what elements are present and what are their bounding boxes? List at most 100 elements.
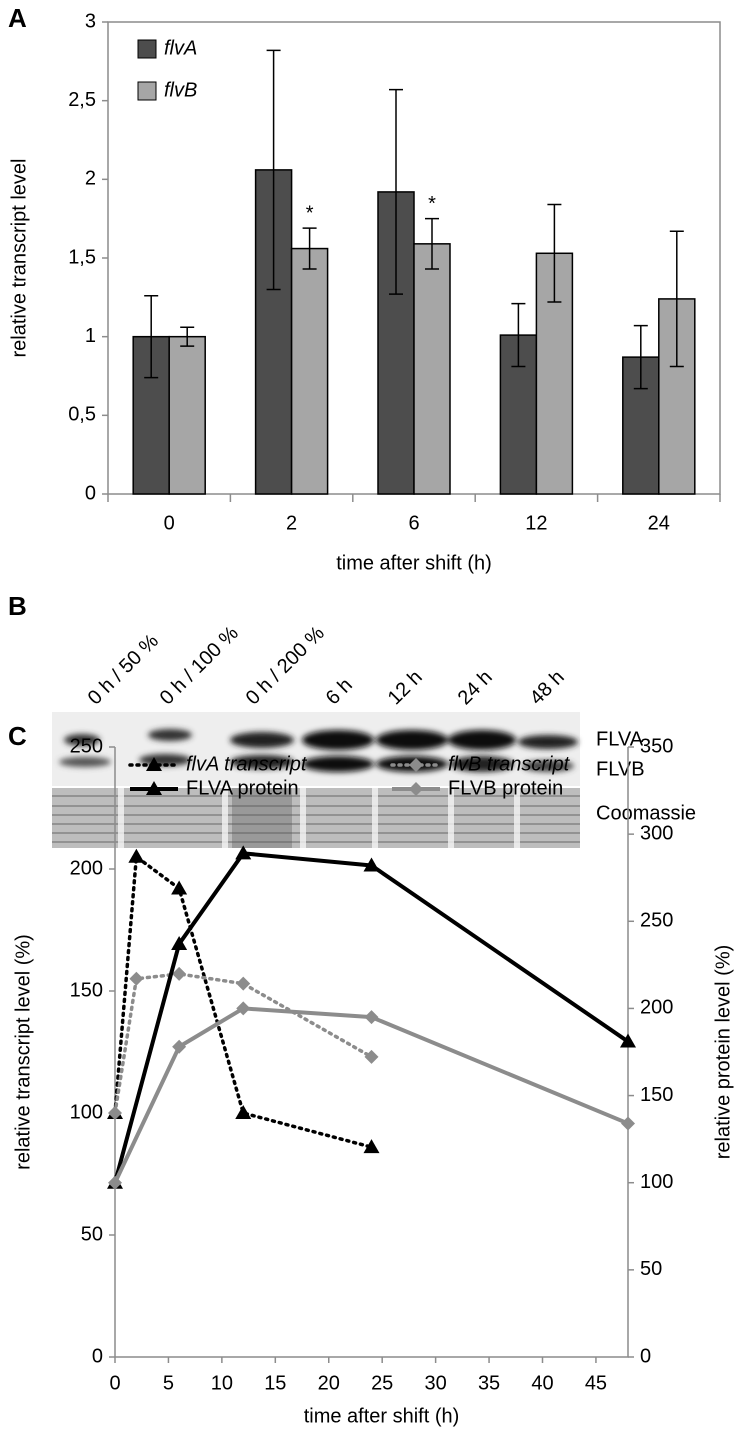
y-tick-label: 2,5 <box>68 89 96 111</box>
point <box>172 1039 187 1054</box>
y-tick-label: 0 <box>85 482 96 504</box>
x-tick-label: 6 <box>408 512 419 534</box>
y2-tick-label: 150 <box>640 1084 673 1106</box>
legend-swatch <box>137 39 157 59</box>
band <box>302 730 374 750</box>
gap <box>372 788 378 848</box>
x-tick-label: 35 <box>478 1372 500 1394</box>
gap <box>448 788 454 848</box>
band <box>376 730 448 750</box>
y2-axis-title: relative protein level (%) <box>712 945 734 1160</box>
x-tick-label: 0 <box>109 1372 120 1394</box>
error-bar <box>511 302 526 368</box>
y2-tick-label: 100 <box>640 1171 673 1193</box>
lane-label: 24 h <box>454 666 497 709</box>
point <box>171 935 188 950</box>
error-bar <box>180 326 195 347</box>
gap <box>300 788 306 848</box>
x-tick-label: 30 <box>425 1372 447 1394</box>
y-tick-label: 50 <box>81 1223 103 1245</box>
band-label: FLVA <box>596 728 644 750</box>
legend-label: flvA transcript <box>186 753 308 775</box>
point <box>235 1105 252 1119</box>
x-tick-label: 25 <box>371 1372 393 1394</box>
lane-label: 0 h / 50 % <box>84 630 163 709</box>
x-axis-title: time after shift (h) <box>336 552 492 574</box>
y-tick-label: 100 <box>70 1101 103 1123</box>
point <box>171 880 188 895</box>
lane-label: 48 h <box>526 666 569 709</box>
x-tick-label: 12 <box>525 512 547 534</box>
legend-label: FLVB protein <box>448 777 563 799</box>
y-tick-label: 0,5 <box>68 404 96 426</box>
y-tick-label: 0 <box>92 1345 103 1367</box>
y2-tick-label: 0 <box>640 1345 651 1367</box>
band <box>448 730 516 750</box>
x-tick-label: 20 <box>318 1372 340 1394</box>
x-tick-label: 2 <box>286 512 297 534</box>
bar <box>290 247 329 495</box>
point <box>236 976 251 991</box>
point <box>129 971 144 986</box>
annotation: * <box>306 202 314 224</box>
error-bar <box>389 88 403 295</box>
point <box>621 1116 635 1131</box>
bar <box>168 335 206 495</box>
point <box>364 1010 379 1025</box>
band <box>518 735 578 749</box>
band <box>450 756 514 772</box>
annotation: * <box>428 193 436 215</box>
coomassie-background <box>52 788 580 848</box>
x-tick-label: 15 <box>264 1372 286 1394</box>
y-tick-label: 200 <box>70 857 103 879</box>
band <box>230 755 294 769</box>
gap <box>118 788 124 848</box>
gap <box>222 788 228 848</box>
lane-gaps <box>118 788 520 848</box>
point <box>364 1049 379 1064</box>
error-bar <box>266 49 281 291</box>
point <box>108 1175 122 1190</box>
x-tick-label: 10 <box>211 1372 233 1394</box>
series-line <box>113 1006 629 1184</box>
y-axis-title: relative transcript level (%) <box>12 934 34 1170</box>
y2-tick-label: 50 <box>640 1258 662 1280</box>
band <box>302 756 374 772</box>
band <box>64 734 100 746</box>
error-bar <box>144 295 159 379</box>
legend-marker <box>146 757 162 771</box>
y2-tick-label: 300 <box>640 822 673 844</box>
legend-marker <box>146 781 162 795</box>
legend-label: flvB transcript <box>448 753 571 775</box>
point <box>363 1139 380 1154</box>
legend-label: flvA <box>164 37 197 59</box>
panel-label: C <box>8 721 27 751</box>
blot-image <box>52 712 580 848</box>
point <box>128 848 145 863</box>
point <box>235 845 252 860</box>
x-axis-title: time after shift (h) <box>304 1405 460 1427</box>
error-bar <box>669 230 684 368</box>
coomassie-stripes <box>52 795 580 843</box>
y-tick-label: 250 <box>70 735 103 757</box>
bar <box>413 243 451 495</box>
band-label: FLVB <box>596 758 645 780</box>
y2-tick-label: 250 <box>640 910 673 932</box>
axes <box>114 747 629 1358</box>
y-tick-label: 150 <box>70 979 103 1001</box>
point <box>236 1001 251 1016</box>
x-tick-label: 0 <box>164 512 175 534</box>
lane-label: 0 h / 100 % <box>156 622 243 709</box>
band <box>522 760 574 772</box>
legend-label: FLVA protein <box>186 777 299 799</box>
legend-swatch <box>137 81 157 101</box>
y2-tick-label: 200 <box>640 997 673 1019</box>
legend-marker <box>409 782 423 796</box>
panel-label: A <box>8 3 27 33</box>
x-tick-label: 45 <box>585 1372 607 1394</box>
panel-label: B <box>8 591 27 621</box>
point <box>172 966 187 981</box>
error-bar <box>302 227 317 270</box>
error-bar <box>425 217 439 270</box>
